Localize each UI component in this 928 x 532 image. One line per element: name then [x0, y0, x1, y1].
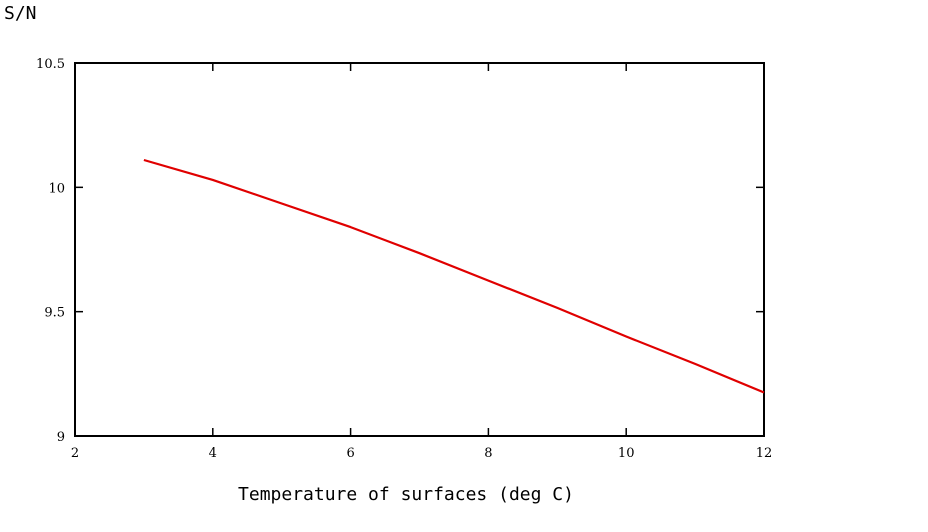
x-tick-label: 2	[71, 446, 79, 461]
x-tick-label: 12	[756, 446, 773, 461]
y-tick-label: 10	[48, 181, 65, 196]
axis-tick-labels: 2 4 6 8 10 12 9 9.5 10 10.5	[36, 57, 772, 461]
y-tick-label: 10.5	[36, 57, 65, 72]
y-tick-label: 9.5	[44, 306, 65, 321]
x-tick-label: 10	[618, 446, 635, 461]
series-layer	[143, 158, 765, 394]
y-axis-label: S/N	[4, 3, 37, 24]
x-tick-label: 4	[209, 446, 217, 461]
x-axis-label: Temperature of surfaces (deg C)	[238, 484, 574, 505]
plot-frame	[74, 62, 765, 437]
y-tick-label: 9	[57, 430, 65, 445]
x-tick-label: 8	[484, 446, 492, 461]
x-tick-label: 6	[346, 446, 354, 461]
series-line	[143, 158, 765, 394]
axis-ticks	[75, 63, 764, 436]
